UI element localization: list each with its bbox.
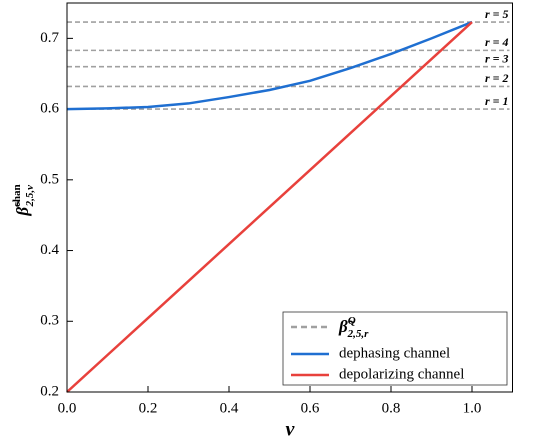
y-label-sub: 2,5,ν bbox=[24, 185, 36, 208]
series-line bbox=[66, 20, 473, 111]
y-tick-label: 0.6 bbox=[40, 101, 59, 117]
x-tick-label: 0.4 bbox=[220, 400, 239, 416]
legend-sup: Q bbox=[348, 315, 356, 327]
plot-frame bbox=[66, 2, 513, 393]
legend-label: depolarizing channel bbox=[339, 366, 464, 382]
reference-label: r = 4 bbox=[485, 35, 509, 49]
y-tick-label: 0.4 bbox=[40, 242, 59, 258]
y-label-sup: chan bbox=[11, 184, 23, 207]
y-tick-label: 0.7 bbox=[40, 30, 59, 46]
x-tick-label: 0.6 bbox=[301, 400, 320, 416]
y-axis-label: β̃chan2,5,ν bbox=[11, 184, 36, 216]
reference-label: r = 2 bbox=[485, 71, 509, 85]
x-tick-label: 0.2 bbox=[139, 400, 158, 416]
y-tick-label: 0.3 bbox=[40, 313, 59, 329]
legend-box bbox=[282, 311, 508, 386]
x-tick-label: 1.0 bbox=[463, 400, 482, 416]
x-tick-label: 0.8 bbox=[382, 400, 401, 416]
x-tick-label: 0.0 bbox=[58, 400, 77, 416]
legend-label: β̃Q 2,5,r bbox=[338, 315, 369, 340]
series-line bbox=[66, 21, 473, 393]
x-axis-label: ν bbox=[286, 419, 296, 440]
legend-label: dephasing channel bbox=[339, 345, 450, 361]
reference-label: r = 1 bbox=[485, 94, 509, 108]
reference-label: r = 5 bbox=[485, 7, 509, 21]
legend-sub: 2,5,r bbox=[347, 328, 370, 340]
y-tick-label: 0.5 bbox=[40, 171, 59, 187]
reference-label: r = 3 bbox=[485, 51, 509, 65]
y-tick-label: 0.2 bbox=[40, 383, 59, 399]
